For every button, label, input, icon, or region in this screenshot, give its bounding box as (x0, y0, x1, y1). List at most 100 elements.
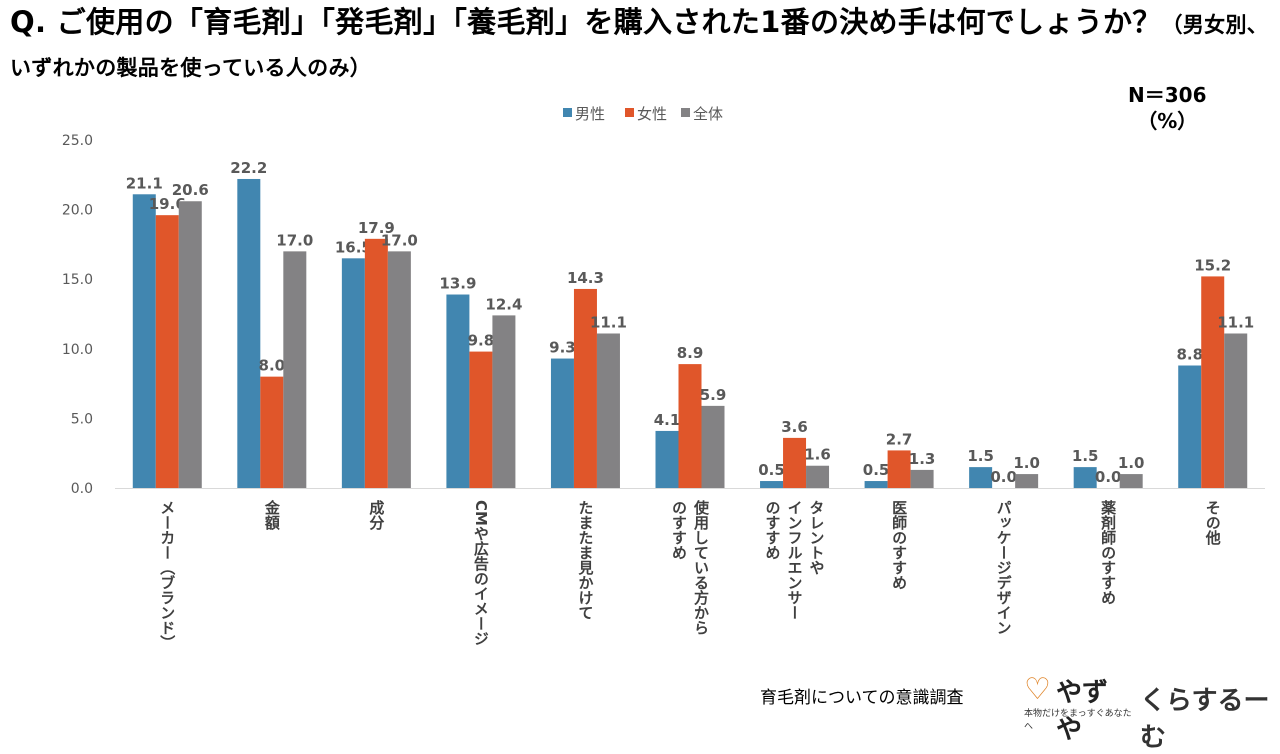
data-label-female: 8.9 (677, 344, 704, 362)
bar-female (887, 450, 911, 488)
data-label-male: 16.5 (335, 238, 372, 256)
y-tick-label: 20.0 (62, 203, 93, 219)
bar-total (806, 465, 830, 488)
y-tick-label: 0.0 (71, 481, 93, 497)
data-label-female: 0.0 (1095, 468, 1122, 486)
y-tick-label: 25.0 (62, 133, 93, 149)
data-label-male: 9.3 (549, 339, 576, 357)
data-label-male: 1.5 (1072, 447, 1099, 465)
y-tick-label: 10.0 (62, 342, 93, 358)
data-label-total: 1.6 (804, 446, 831, 464)
category-label: メーカー（ブランド） (158, 500, 176, 650)
category-label: のすすめ (764, 500, 782, 560)
legend-label-total: 全体 (693, 105, 723, 123)
category-label: 医師のすすめ (890, 500, 908, 590)
data-label-female: 15.2 (1194, 256, 1231, 274)
data-label-female: 17.9 (358, 219, 395, 237)
data-label-total: 12.4 (485, 295, 522, 313)
title-main: Q. ご使用の「育毛剤」「発毛剤」「養毛剤」を購入された1番の決め手は何でしょう… (10, 5, 1162, 39)
category-label: 金額 (263, 499, 281, 531)
y-tick-label: 5.0 (71, 411, 93, 427)
bar-male (864, 481, 888, 488)
legend-swatch-female (625, 108, 634, 117)
data-label-male: 21.1 (126, 174, 163, 192)
bar-total (178, 201, 202, 489)
bar-female (260, 376, 284, 488)
data-label-total: 11.1 (1217, 313, 1254, 331)
category-label: タレントや (808, 500, 826, 575)
bar-total (596, 333, 620, 488)
data-label-female: 0.0 (990, 468, 1017, 486)
yazuya-logo: ♡ やずや 本物だけをまっすぐあなたへ (1022, 670, 1132, 745)
bar-male (341, 258, 365, 488)
bar-total (701, 405, 725, 488)
bar-male (655, 430, 679, 488)
legend-swatch-total (681, 108, 690, 117)
bar-male (760, 481, 784, 488)
category-label: 薬剤師のすすめ (1099, 499, 1117, 605)
bar-chart: 0.0 5.0 10.0 15.0 20.0 25.0 男性 女性 全体 21.1 19.620.6… (62, 105, 1265, 650)
data-label-total: 1.0 (1118, 454, 1145, 472)
data-label-female: 3.6 (781, 418, 808, 436)
bar-male (969, 467, 993, 488)
data-label-male: 8.8 (1176, 346, 1203, 364)
bar-total (1119, 474, 1143, 488)
bar-total (1224, 333, 1248, 488)
data-label-female: 19.6 (149, 195, 186, 213)
bar-female (364, 238, 388, 488)
data-label-total: 20.6 (172, 181, 209, 199)
category-label: 成分 (367, 499, 385, 531)
category-label: のすすめ (670, 500, 688, 560)
data-label-total: 5.9 (700, 386, 727, 404)
data-label-total: 17.0 (276, 231, 313, 249)
legend-label-female: 女性 (637, 105, 667, 123)
bar-total (492, 315, 516, 488)
bar-male (1178, 365, 1202, 488)
bar-male (132, 194, 156, 488)
category-label: パッケージデザイン (995, 500, 1013, 635)
data-label-male: 0.5 (863, 461, 890, 479)
kurasuru-logo: くらするーむ (1140, 686, 1270, 753)
bar-total (283, 251, 307, 488)
data-label-male: 0.5 (758, 461, 785, 479)
data-label-male: 1.5 (967, 447, 994, 465)
bar-male (550, 358, 574, 488)
data-label-female: 14.3 (567, 269, 604, 287)
data-label-female: 8.0 (259, 357, 286, 375)
category-label: CMや広告のイメージ (472, 500, 490, 646)
data-label-total: 17.0 (381, 231, 418, 249)
data-label-male: 13.9 (439, 275, 476, 293)
bar-female (469, 351, 493, 488)
bar-male (237, 178, 261, 488)
bar-female (573, 288, 597, 488)
unit-label: （%） (1137, 109, 1198, 133)
y-tick-label: 15.0 (62, 272, 93, 288)
chart-title: Q. ご使用の「育毛剤」「発毛剤」「養毛剤」を購入された1番の決め手は何でしょう… (10, 2, 1270, 88)
bar-total (1015, 474, 1039, 488)
category-label: 使用している方から (692, 499, 710, 635)
legend-label-male: 男性 (575, 105, 605, 123)
data-label-female: 2.7 (886, 430, 913, 448)
bar-total (910, 469, 934, 488)
category-label: インフルエンサー (786, 500, 804, 620)
title-subtitle: （男女別、いずれかの製品を使っている人のみ） (10, 13, 1269, 80)
legend-swatch-male (563, 108, 572, 117)
data-label-male: 4.1 (654, 411, 681, 429)
survey-footer: 育毛剤についての意識調査 (760, 688, 964, 708)
category-label: その他 (1204, 500, 1222, 546)
data-label-total: 1.3 (909, 450, 936, 468)
data-label-total: 11.1 (590, 313, 627, 331)
heart-leaf-icon: ♡ (1024, 672, 1051, 707)
n-label: N＝306 (1128, 83, 1207, 107)
data-label-total: 1.0 (1013, 454, 1040, 472)
data-label-female: 9.8 (468, 332, 495, 350)
bar-female (155, 215, 179, 488)
sample-size-label: N＝306 （%） (1128, 82, 1207, 134)
bar-female (783, 437, 807, 488)
bar-female (1201, 276, 1225, 488)
bar-male (446, 294, 470, 488)
bar-female (678, 364, 702, 488)
bar-male (1073, 467, 1097, 488)
bar-total (387, 251, 411, 488)
yazuya-tagline: 本物だけをまっすぐあなたへ (1024, 709, 1132, 732)
